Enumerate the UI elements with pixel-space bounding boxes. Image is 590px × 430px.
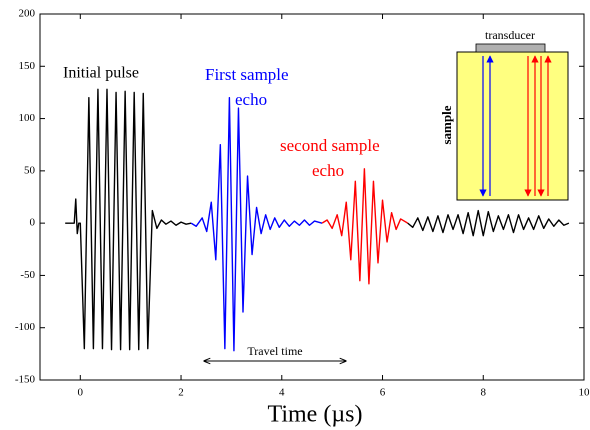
y-tick-label: 0 xyxy=(30,217,36,229)
annotation: echo xyxy=(235,90,267,109)
waveform xyxy=(65,88,192,351)
plot-frame xyxy=(39,13,585,381)
x-tick-label: 6 xyxy=(380,387,386,399)
sample-block xyxy=(456,51,569,201)
waveform xyxy=(321,168,409,285)
annotation: First sample xyxy=(205,65,289,84)
annotation: second sample xyxy=(280,136,380,155)
annotation: Travel time xyxy=(247,344,302,358)
inset: transducer sample xyxy=(439,28,569,201)
x-tick-label: 0 xyxy=(78,387,84,399)
x-tick-label: 2 xyxy=(178,387,184,399)
x-tick-label: 4 xyxy=(279,387,285,399)
y-tick-label: 50 xyxy=(24,164,36,176)
x-axis-label: Time (µs) xyxy=(268,402,363,428)
x-tick-label: 10 xyxy=(579,387,590,399)
transducer-bar xyxy=(475,43,546,53)
y-tick-label: -100 xyxy=(15,321,36,333)
waveform xyxy=(190,96,323,352)
y-tick-label: 100 xyxy=(19,112,36,124)
waveform xyxy=(407,209,570,237)
x-tick-label: 8 xyxy=(481,387,487,399)
inset-top-label: transducer xyxy=(485,28,535,42)
y-tick-label: 150 xyxy=(19,60,36,72)
annotation: Initial pulse xyxy=(63,65,139,82)
y-tick-label: 200 xyxy=(19,8,36,20)
annotation: echo xyxy=(312,161,344,180)
y-tick-label: -50 xyxy=(20,269,35,281)
y-tick-label: -150 xyxy=(15,374,36,386)
inset-side-label: sample xyxy=(439,105,454,144)
